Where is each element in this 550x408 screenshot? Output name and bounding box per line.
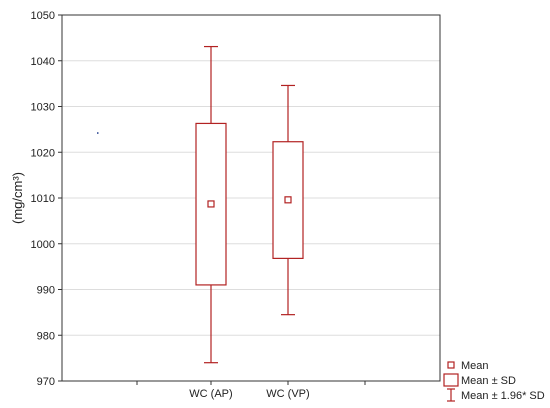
y-tick-label: 1010 [31,193,55,205]
data-point [97,132,99,134]
box-group [272,84,304,316]
legend-label: Mean ± 1.96* SD [461,390,545,402]
y-tick-label: 1020 [31,147,55,159]
box-group [195,45,227,364]
legend-label: Mean ± SD [461,375,516,387]
x-tick-label: WC (AP) [189,388,232,400]
y-tick-label: 970 [37,376,55,388]
plot-marks [97,45,304,364]
y-tick-label: 1030 [31,102,55,114]
x-tick-label: WC (VP) [266,388,309,400]
legend: Mean Mean ± SD Mean ± 1.96* SD [443,360,545,402]
y-tick-label: 1000 [31,239,55,251]
y-tick-label: 1040 [31,56,55,68]
mean-marker [207,200,215,208]
x-axis: WC (AP) WC (VP) [136,381,366,400]
legend-label: Mean [461,360,489,372]
y-tick-label: 980 [37,330,55,342]
legend-item: Mean ± 1.96* SD [447,388,545,402]
y-axis: 970 980 990 1000 1010 1020 1030 1040 1050 [31,10,62,388]
mean-marker [284,196,292,204]
legend-mean-symbol [447,361,455,369]
legend-item: Mean [447,360,489,372]
legend-box-symbol [443,373,459,387]
y-tick-label: 1050 [31,10,55,22]
y-axis-title: (mg/cm³) [10,172,25,224]
legend-item: Mean ± SD [443,373,516,387]
grid-lines [62,60,440,336]
y-tick-label: 990 [37,285,55,297]
